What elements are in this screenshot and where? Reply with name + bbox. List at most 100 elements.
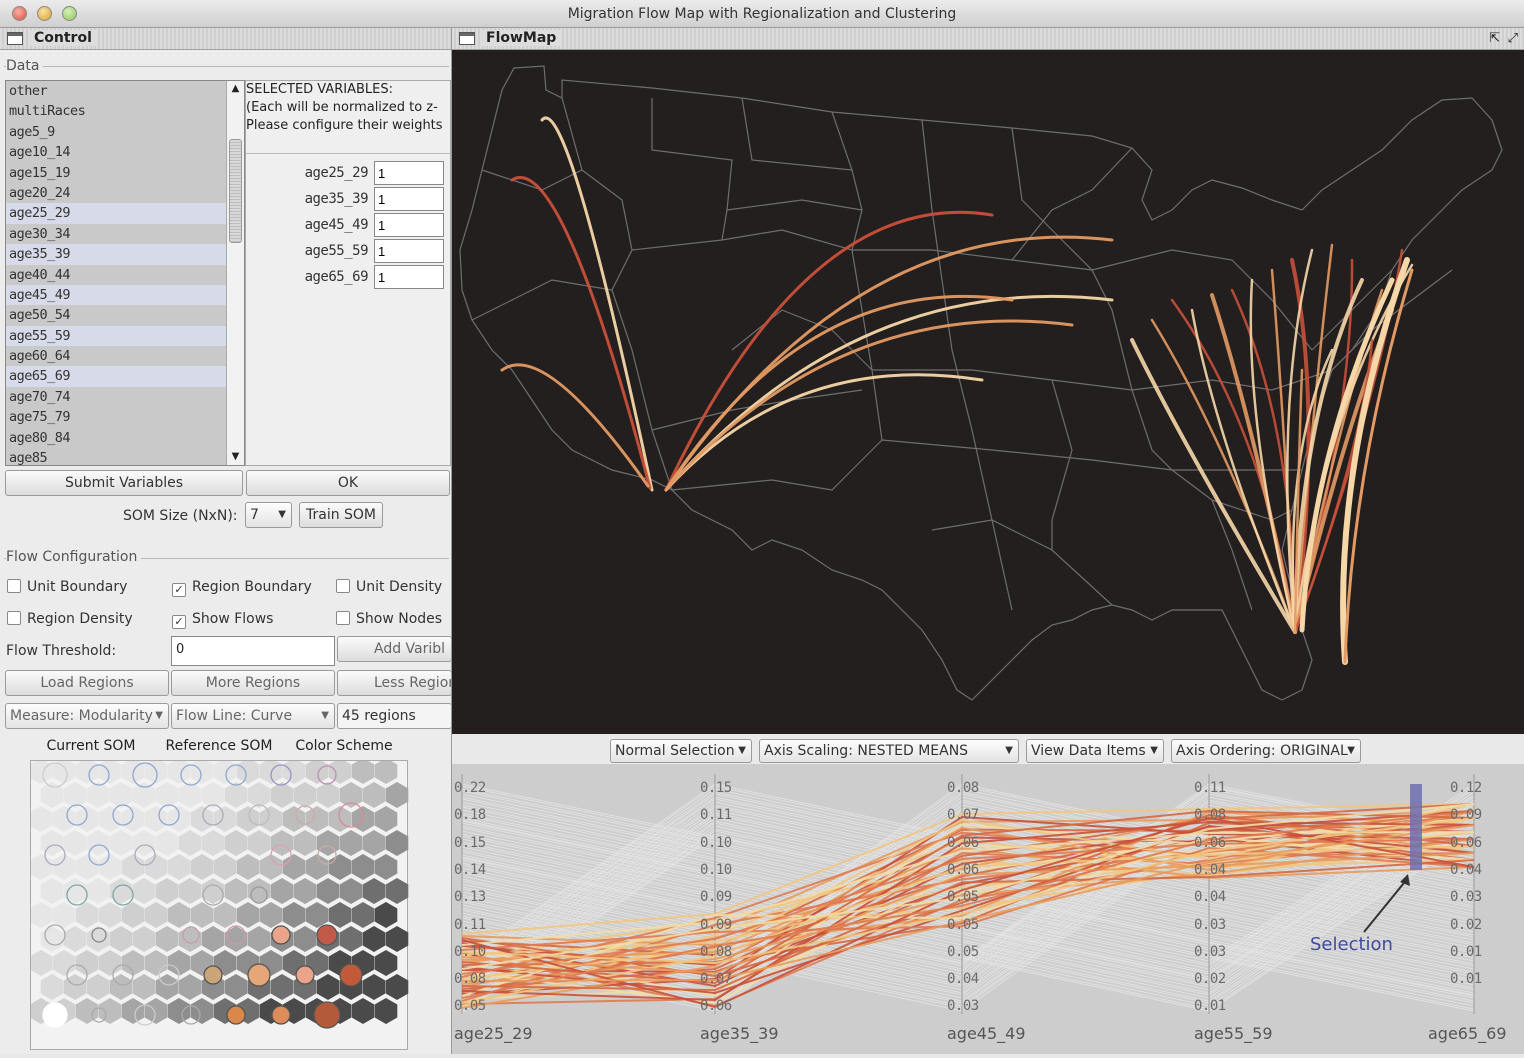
variable-list-item[interactable]: multiRaces <box>9 103 86 120</box>
checkmark-icon[interactable]: ✓ <box>172 583 186 597</box>
weight-input[interactable] <box>374 161 444 185</box>
tab-color-scheme[interactable]: Color Scheme <box>295 738 393 754</box>
tab-reference-som[interactable]: Reference SOM <box>165 738 273 754</box>
flow-line <box>1150 318 1297 634</box>
flow-line <box>1299 277 1395 633</box>
weight-input[interactable] <box>374 213 444 237</box>
som-view[interactable] <box>29 758 409 1051</box>
checkbox-box[interactable] <box>336 579 350 593</box>
checkbox-box[interactable] <box>7 579 21 593</box>
som-cell <box>52 854 76 880</box>
weight-input[interactable] <box>374 239 444 263</box>
show-nodes-checkbox[interactable]: Show Nodes <box>336 611 442 631</box>
axis-tick-label: 0.03 <box>947 998 979 1015</box>
window-icon <box>459 32 475 45</box>
variable-list-scrollbar[interactable]: ▲ ▼ <box>226 81 244 465</box>
flow-map-canvas[interactable] <box>452 50 1524 734</box>
variable-list-item[interactable]: age70_74 <box>9 388 71 405</box>
variable-list-item[interactable]: age15_19 <box>9 164 71 181</box>
variable-list-item[interactable]: age20_24 <box>9 184 71 201</box>
checkmark-icon[interactable]: ✓ <box>172 615 186 629</box>
som-cell <box>282 854 306 880</box>
add-variable-button[interactable]: Add Varibl <box>337 636 452 662</box>
view-data-items-select[interactable]: View Data Items ▼ <box>1026 739 1164 763</box>
som-cell <box>362 878 386 904</box>
scroll-up-arrow-icon[interactable]: ▲ <box>231 83 240 94</box>
close-window-button[interactable] <box>12 6 27 21</box>
variable-list-item[interactable]: age5_9 <box>9 123 55 140</box>
som-cell <box>155 926 179 952</box>
maximize-icon[interactable]: ⤢ <box>1507 31 1518 46</box>
scroll-thumb[interactable] <box>229 139 242 243</box>
axis-ordering-select[interactable]: Axis Ordering: ORIGINAL ▼ <box>1171 739 1361 763</box>
som-cell <box>98 758 122 784</box>
selected-polyline <box>461 816 1475 1009</box>
undock-icon[interactable]: ⇱ <box>1489 31 1500 46</box>
som-cell <box>282 902 306 928</box>
checkbox-label: Unit Boundary <box>27 579 128 595</box>
region-boundary-checkbox[interactable]: ✓ Region Boundary <box>172 579 312 599</box>
submit-variables-button[interactable]: Submit Variables <box>5 470 243 496</box>
unit-density-checkbox[interactable]: Unit Density <box>336 579 442 599</box>
som-cell <box>236 854 260 880</box>
weight-input[interactable] <box>374 265 444 289</box>
scroll-down-arrow-icon[interactable]: ▼ <box>231 451 240 462</box>
unit-boundary-checkbox[interactable]: Unit Boundary <box>7 579 127 599</box>
more-regions-button[interactable]: More Regions <box>171 670 335 696</box>
variable-list-item[interactable]: age45_49 <box>6 284 244 306</box>
ok-button[interactable]: OK <box>246 470 450 496</box>
variable-list-item[interactable]: age50_54 <box>9 307 71 324</box>
load-regions-button[interactable]: Load Regions <box>5 670 169 696</box>
flow-line-select[interactable]: Flow Line: Curve ▼ <box>171 703 335 729</box>
variable-list-item[interactable]: age65_69 <box>6 366 244 387</box>
variable-list-item[interactable]: other <box>9 83 48 99</box>
variable-list-item[interactable]: age30_34 <box>9 225 71 242</box>
train-som-button[interactable]: Train SOM <box>299 502 383 528</box>
pcp-svg[interactable] <box>452 764 1524 1054</box>
variable-list-item[interactable]: age75_79 <box>9 409 71 426</box>
data-group-label: Data <box>6 58 44 74</box>
flow-map-svg[interactable] <box>452 50 1524 734</box>
som-cell <box>362 830 386 856</box>
som-node <box>158 804 180 826</box>
som-size-select[interactable]: 7 ▼ <box>245 502 292 528</box>
selection-pointer-arrow <box>1363 877 1409 933</box>
variable-list-item[interactable]: age40_44 <box>9 266 71 283</box>
som-cell <box>178 878 202 904</box>
flow-line <box>664 294 1014 492</box>
som-cell <box>98 998 122 1024</box>
axis-scaling-select[interactable]: Axis Scaling: NESTED MEANS ▼ <box>759 739 1019 763</box>
tab-current-som[interactable]: Current SOM <box>46 738 136 754</box>
measure-select[interactable]: Measure: Modularity ▼ <box>5 703 169 729</box>
variable-list-item[interactable]: age10_14 <box>9 144 71 161</box>
som-cell <box>374 950 398 976</box>
flow-line <box>1286 248 1314 634</box>
variable-list-item[interactable]: age55_59 <box>6 325 244 347</box>
less-regions-button[interactable]: Less Region <box>337 670 452 696</box>
weight-label: age45_49 <box>304 217 369 233</box>
region-density-checkbox[interactable]: Region Density <box>7 611 133 631</box>
show-flows-checkbox[interactable]: ✓ Show Flows <box>172 611 273 631</box>
variable-list-item[interactable]: age35_39 <box>6 244 244 265</box>
flow-threshold-input[interactable]: 0 <box>171 636 335 666</box>
checkbox-box[interactable] <box>336 611 350 625</box>
axis-tick-label: 0.09 <box>700 916 732 933</box>
som-cell <box>98 950 122 976</box>
weight-input[interactable] <box>374 187 444 211</box>
selection-mode-select[interactable]: Normal Selection ▼ <box>610 739 752 763</box>
parallel-coordinates-plot[interactable]: age25_29 0.22 0.18 0.15 0.14 0.13 0.11 0.10 0.08… <box>452 764 1524 1054</box>
som-cell <box>374 758 398 784</box>
minimize-window-button[interactable] <box>37 6 52 21</box>
axis-tick-label: 0.05 <box>947 916 979 933</box>
zoom-window-button[interactable] <box>62 6 77 21</box>
variable-list-item[interactable]: age80_84 <box>9 429 71 446</box>
variable-list-item[interactable]: age60_64 <box>9 348 71 365</box>
checkbox-box[interactable] <box>7 611 21 625</box>
som-hexgrid[interactable] <box>29 758 409 1051</box>
variable-list-item[interactable]: age85 <box>9 450 48 466</box>
som-cell <box>374 854 398 880</box>
som-node <box>313 1001 341 1029</box>
variable-list-item[interactable]: age25_29 <box>6 203 244 224</box>
som-cell <box>190 854 214 880</box>
